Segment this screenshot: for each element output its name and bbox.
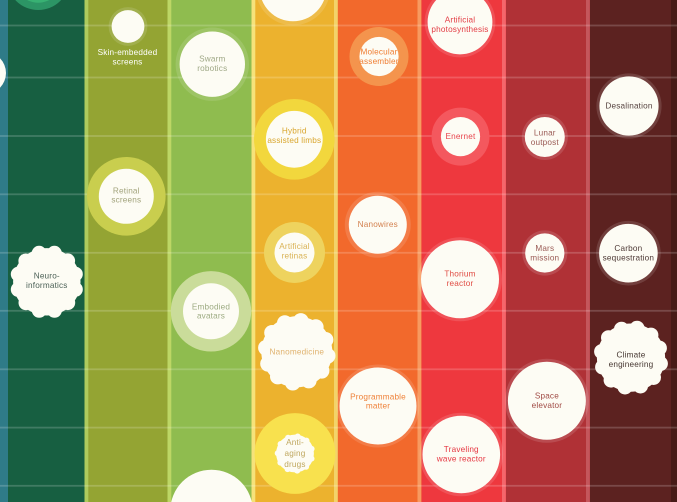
svg-text:Thorium: Thorium [444, 269, 475, 278]
svg-text:assisted limbs: assisted limbs [267, 136, 321, 145]
svg-text:engineering: engineering [609, 360, 654, 369]
svg-text:Lunar: Lunar [534, 128, 556, 137]
svg-text:Enernet: Enernet [446, 132, 476, 141]
svg-text:Neuro-: Neuro- [34, 272, 60, 281]
svg-text:Space: Space [535, 392, 559, 401]
svg-text:Hybrid: Hybrid [282, 126, 307, 135]
svg-text:Molecular: Molecular [360, 47, 397, 56]
svg-text:matter: matter [366, 402, 390, 411]
svg-text:avatars: avatars [197, 312, 225, 321]
svg-text:Mars: Mars [535, 244, 554, 253]
svg-text:Embodied: Embodied [192, 302, 231, 311]
svg-text:Swarm: Swarm [199, 55, 225, 64]
svg-text:robotics: robotics [197, 64, 227, 73]
svg-text:screens: screens [113, 57, 143, 66]
svg-text:screens: screens [111, 196, 141, 205]
svg-text:retinas: retinas [282, 252, 308, 261]
svg-text:drugs: drugs [284, 460, 305, 469]
svg-text:Artificial: Artificial [445, 15, 475, 24]
svg-text:outpost: outpost [531, 138, 560, 147]
svg-text:photosynthesis: photosynthesis [431, 25, 488, 34]
svg-text:Anti-: Anti- [286, 438, 304, 447]
svg-text:Desalination: Desalination [605, 102, 652, 111]
svg-text:mission: mission [530, 254, 559, 263]
svg-text:Climate: Climate [616, 350, 645, 359]
svg-text:Nanowires: Nanowires [358, 220, 398, 229]
svg-text:Traveling: Traveling [444, 445, 479, 454]
svg-text:Artificial: Artificial [279, 242, 309, 251]
svg-text:elevator: elevator [532, 401, 563, 410]
svg-text:Skin-embedded: Skin-embedded [98, 48, 158, 57]
svg-text:Nanomedicine: Nanomedicine [270, 347, 325, 356]
svg-text:Programmable: Programmable [350, 392, 406, 401]
svg-text:aging: aging [285, 449, 306, 458]
svg-text:Carbon: Carbon [614, 244, 642, 253]
svg-text:assembler: assembler [359, 57, 398, 66]
svg-text:reactor: reactor [447, 279, 474, 288]
svg-text:informatics: informatics [26, 281, 68, 290]
svg-text:wave reactor: wave reactor [436, 455, 486, 464]
svg-text:Retinal: Retinal [113, 186, 140, 195]
svg-text:sequestration: sequestration [603, 253, 655, 262]
